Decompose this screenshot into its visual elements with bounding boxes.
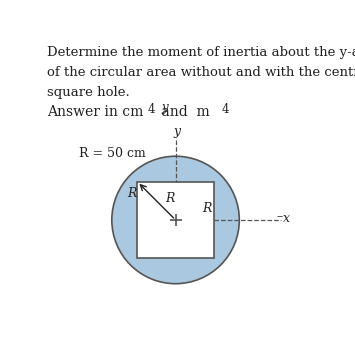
Text: y: y (161, 101, 168, 114)
Text: square hole.: square hole. (47, 86, 130, 99)
Circle shape (112, 156, 239, 284)
Text: Determine the moment of inertia about the y-axis: Determine the moment of inertia about th… (47, 46, 355, 59)
Text: R = 50 cm: R = 50 cm (79, 147, 146, 160)
Text: R: R (202, 202, 212, 215)
Text: R: R (165, 192, 175, 205)
Text: –: – (276, 210, 283, 223)
Text: 4: 4 (222, 103, 229, 116)
Text: 4: 4 (148, 103, 155, 116)
Text: x: x (283, 212, 290, 225)
Text: of the circular area without and with the central: of the circular area without and with th… (47, 66, 355, 79)
Bar (137, 182, 214, 258)
Text: Answer in cm: Answer in cm (47, 105, 143, 119)
Text: y: y (174, 125, 181, 138)
Text: R: R (127, 187, 137, 200)
Text: and  m: and m (157, 105, 210, 119)
